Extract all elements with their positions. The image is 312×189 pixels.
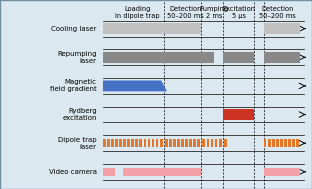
Bar (103, 52, 164, 63)
Bar (264, 139, 266, 147)
Bar (148, 139, 150, 147)
Bar (127, 139, 130, 147)
Bar (164, 23, 201, 34)
Bar (119, 139, 122, 147)
Bar (185, 139, 188, 147)
Bar (264, 168, 300, 176)
Bar (189, 139, 192, 147)
Bar (164, 52, 214, 63)
Bar (144, 139, 146, 147)
Bar (165, 139, 168, 147)
Text: Detection
50–200 ms: Detection 50–200 ms (259, 6, 296, 19)
Bar (224, 139, 227, 147)
Bar (115, 139, 118, 147)
Bar (107, 139, 110, 147)
Bar (272, 139, 275, 147)
Bar (111, 139, 114, 147)
Bar (156, 139, 158, 147)
Bar (103, 23, 164, 34)
Text: Excitation
5 μs: Excitation 5 μs (222, 6, 255, 19)
Bar (131, 139, 134, 147)
Text: Pumping
2 ms: Pumping 2 ms (199, 6, 228, 19)
Bar (202, 139, 205, 147)
Text: Magnetic
field gradient: Magnetic field gradient (50, 79, 97, 92)
Text: Loading
in dipole trap: Loading in dipole trap (115, 6, 160, 19)
Bar (103, 139, 106, 147)
Bar (164, 168, 201, 176)
Text: Cooling laser: Cooling laser (51, 26, 97, 32)
Bar (123, 168, 164, 176)
Bar (292, 139, 295, 147)
Bar (284, 139, 287, 147)
Bar (160, 139, 163, 147)
Bar (276, 139, 279, 147)
Bar (288, 139, 291, 147)
Bar (181, 139, 184, 147)
Bar (173, 139, 176, 147)
Bar (135, 139, 138, 147)
Text: Video camera: Video camera (49, 169, 97, 175)
Bar (152, 139, 154, 147)
Bar (139, 139, 142, 147)
Bar (177, 139, 180, 147)
Bar (215, 139, 217, 147)
Bar (193, 139, 196, 147)
Bar (169, 139, 172, 147)
Bar (123, 139, 126, 147)
Bar (296, 139, 299, 147)
Bar (280, 139, 283, 147)
Bar (264, 23, 300, 34)
Bar (197, 139, 200, 147)
Bar (207, 139, 209, 147)
Bar (219, 139, 222, 147)
Polygon shape (103, 81, 167, 91)
Text: Repumping
laser: Repumping laser (57, 51, 97, 64)
Bar (264, 52, 300, 63)
Bar (103, 168, 115, 176)
Text: Detection
50–200 ms: Detection 50–200 ms (167, 6, 204, 19)
Text: Rydberg
excitation: Rydberg excitation (62, 108, 97, 121)
Bar (223, 109, 254, 120)
Bar (223, 52, 254, 63)
Bar (211, 139, 213, 147)
Text: Dipole trap
laser: Dipole trap laser (58, 137, 97, 150)
Bar (268, 139, 271, 147)
